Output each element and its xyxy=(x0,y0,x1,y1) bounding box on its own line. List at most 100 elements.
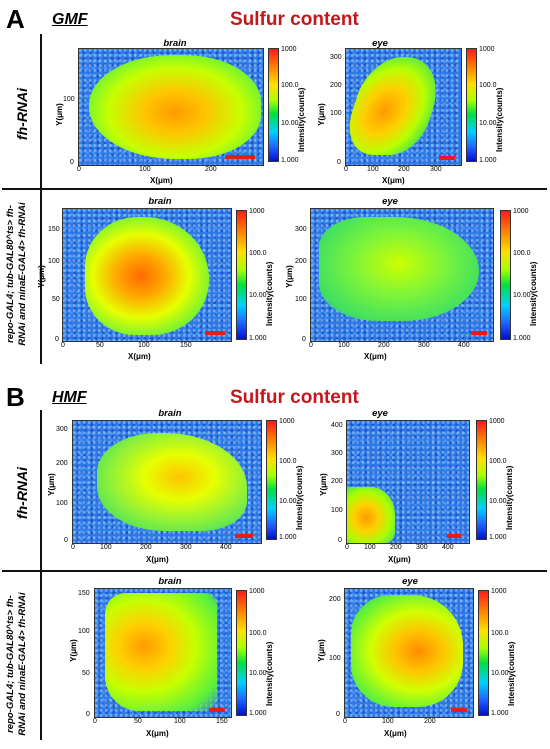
panel-b-vertical-divider xyxy=(40,410,42,740)
colorbar-tick: 1.000 xyxy=(489,534,507,541)
tick-label: 300 xyxy=(331,450,343,457)
row-label-repo-line2: RNAi and ninaE-GAL4> fh-RNAi xyxy=(17,202,28,346)
tick-label: 0 xyxy=(309,342,313,349)
panel-a-vertical-divider xyxy=(40,34,42,364)
row-label-fh-rnai-b: fh-RNAi xyxy=(14,466,30,520)
tick-label: 100 xyxy=(100,544,112,551)
tick-label: 0 xyxy=(302,336,306,343)
row-label-repo-b: repo-GAL4; tub-GAL80^ts> fh- RNAi and ni… xyxy=(5,579,29,749)
x-axis-label: X(μm) xyxy=(146,729,169,738)
x-axis-label: X(μm) xyxy=(128,352,151,361)
image-title-brain: brain xyxy=(148,196,172,207)
tick-label: 200 xyxy=(424,718,436,725)
y-axis-label: Y(μm) xyxy=(46,473,56,496)
tick-label: 0 xyxy=(61,342,65,349)
tick-label: 0 xyxy=(71,544,75,551)
elemental-map-b2-eye xyxy=(344,588,474,718)
colorbar-tick: 100.0 xyxy=(249,630,267,637)
colorbar-tick: 100.0 xyxy=(249,250,267,257)
condition-label-gmf: GMF xyxy=(52,11,88,28)
scale-bar xyxy=(235,534,253,538)
image-title-eye: eye xyxy=(382,196,398,207)
tick-label: 200 xyxy=(140,544,152,551)
tick-label: 200 xyxy=(378,342,390,349)
colorbar-label: Intensity(counts) xyxy=(505,465,514,530)
colorbar-tick: 1.000 xyxy=(249,335,267,342)
colorbar-tick: 100.0 xyxy=(281,82,299,89)
panel-a-row-divider xyxy=(2,188,547,190)
row-label-repo-line1: repo-GAL4; tub-GAL80^ts> fh- xyxy=(5,205,16,343)
tick-label: 400 xyxy=(331,422,343,429)
panel-b-title: Sulfur content xyxy=(230,387,359,408)
image-title-brain: brain xyxy=(158,408,182,419)
colorbar-label: Intensity(counts) xyxy=(495,87,504,152)
elemental-map-a2-eye xyxy=(310,208,494,342)
tick-label: 100 xyxy=(63,96,75,103)
tick-label: 300 xyxy=(418,342,430,349)
colorbar-tick: 10.00 xyxy=(279,498,297,505)
scale-bar xyxy=(447,534,461,538)
colorbar-label: Intensity(counts) xyxy=(507,641,516,706)
image-title-eye: eye xyxy=(402,576,418,587)
panel-letter-a: A xyxy=(6,4,25,34)
colorbar-label: Intensity(counts) xyxy=(297,87,306,152)
elemental-map-a1-eye xyxy=(345,48,462,166)
colorbar-tick: 10.00 xyxy=(489,498,507,505)
tick-label: 300 xyxy=(430,166,442,173)
colorbar xyxy=(236,590,247,716)
tissue-region xyxy=(89,55,261,159)
tick-label: 150 xyxy=(48,226,60,233)
tick-label: 300 xyxy=(295,226,307,233)
scale-bar xyxy=(439,156,455,160)
x-axis-label: X(μm) xyxy=(150,176,173,185)
colorbar-tick: 1000 xyxy=(513,208,529,215)
colorbar-tick: 1000 xyxy=(489,418,505,425)
colorbar-tick: 100.0 xyxy=(513,250,531,257)
tissue-region xyxy=(346,57,450,155)
tick-label: 200 xyxy=(329,596,341,603)
tick-label: 0 xyxy=(70,159,74,166)
tick-label: 100 xyxy=(78,628,90,635)
colorbar xyxy=(466,48,477,162)
colorbar-tick: 100.0 xyxy=(491,630,509,637)
colorbar-tick: 10.00 xyxy=(479,120,497,127)
y-axis-label: Y(μm) xyxy=(318,473,328,496)
scale-bar xyxy=(205,331,225,335)
elemental-map-a1-brain xyxy=(78,48,264,166)
colorbar-tick: 100.0 xyxy=(479,82,497,89)
tick-label: 50 xyxy=(82,670,90,677)
tick-label: 200 xyxy=(295,258,307,265)
colorbar-label: Intensity(counts) xyxy=(265,641,274,706)
tick-label: 400 xyxy=(458,342,470,349)
scale-bar xyxy=(209,708,225,712)
colorbar-tick: 10.00 xyxy=(513,292,531,299)
tissue-region xyxy=(347,487,395,543)
y-axis-label: Y(μm) xyxy=(36,265,46,288)
colorbar-tick: 1.000 xyxy=(479,157,497,164)
tissue-region xyxy=(97,433,247,531)
tick-label: 200 xyxy=(331,478,343,485)
tick-label: 0 xyxy=(344,166,348,173)
y-axis-label: Y(μm) xyxy=(54,103,64,126)
tick-label: 100 xyxy=(56,500,68,507)
y-axis-label: Y(μm) xyxy=(284,265,294,288)
tick-label: 150 xyxy=(180,342,192,349)
tick-label: 100 xyxy=(338,342,350,349)
colorbar-tick: 1000 xyxy=(249,208,265,215)
colorbar-tick: 1000 xyxy=(249,588,265,595)
colorbar-tick: 1.000 xyxy=(281,157,299,164)
tick-label: 300 xyxy=(56,426,68,433)
colorbar-tick: 1.000 xyxy=(279,534,297,541)
y-axis-label: Y(μm) xyxy=(316,639,326,662)
tissue-region xyxy=(351,595,463,707)
x-axis-label: X(μm) xyxy=(382,176,405,185)
tissue-region xyxy=(105,593,217,711)
tick-label: 100 xyxy=(364,544,376,551)
colorbar xyxy=(476,420,487,540)
tick-label: 50 xyxy=(134,718,142,725)
row-label-repo-line2: RNAi and ninaE-GAL4> fh-RNAi xyxy=(17,592,28,736)
tick-label: 100 xyxy=(382,718,394,725)
tick-label: 100 xyxy=(367,166,379,173)
x-axis-label: X(μm) xyxy=(384,729,407,738)
row-label-fh-rnai-a: fh-RNAi xyxy=(14,87,30,141)
